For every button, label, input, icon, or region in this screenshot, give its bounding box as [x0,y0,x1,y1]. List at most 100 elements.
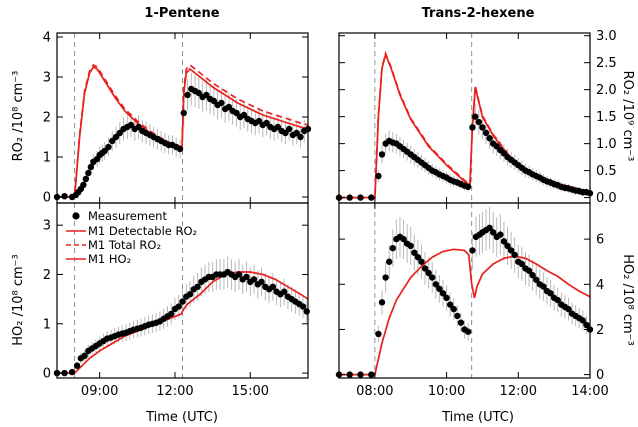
data-point-top-right-2 [357,194,364,201]
x-axis-title-bottom-right: Time (UTC) [441,410,514,425]
data-point-bottom-left-52 [258,278,265,286]
data-point-top-left-7 [82,175,90,183]
y-tick-label-top-left-0: 0 [43,191,51,206]
data-point-bottom-right-50 [540,283,547,290]
data-point-bottom-left-46 [235,271,243,278]
y-axis-title-bottom-left: HO₂ /10⁸ cm⁻³ [11,254,26,346]
data-point-top-right-35 [486,135,493,142]
x-tick-label-bottom-left-2: 15:00 [232,384,269,399]
data-point-bottom-left-55 [269,283,277,291]
data-point-top-left-65 [293,129,300,137]
data-point-bottom-right-23 [443,294,450,302]
data-point-top-right-3 [368,194,375,201]
y-axis-title-bottom-right: HO₂ /10⁸ cm⁻³ [620,254,635,346]
x-tick-label-bottom-right-1: 10:00 [428,384,465,399]
data-point-top-left-62 [282,129,289,137]
data-point-bottom-right-52 [547,290,554,297]
data-point-bottom-right-35 [486,224,493,232]
data-point-top-left-17 [112,133,120,141]
data-point-top-left-66 [297,133,304,141]
data-point-top-left-15 [105,143,112,151]
data-point-bottom-left-48 [243,273,250,281]
y-tick-label-top-right-0: 0.0 [596,191,617,206]
panel-title-top-right: Trans-2-hexene [422,6,535,21]
data-point-top-left-36 [184,91,191,99]
y-tick-label-top-left-3: 3 [43,71,51,86]
data-point-top-left-43 [210,97,218,105]
x-tick-label-bottom-left-1: 12:00 [156,384,193,399]
data-point-bottom-right-26 [454,312,461,320]
data-point-bottom-right-15 [414,253,422,261]
data-point-bottom-right-11 [400,235,407,243]
data-point-bottom-right-14 [411,249,418,256]
data-point-top-left-34 [176,145,184,153]
data-point-bottom-left-58 [280,288,288,295]
data-point-top-left-47 [225,103,233,111]
y-tick-label-bottom-left-2: 2 [43,268,51,283]
data-point-top-left-16 [109,137,116,145]
data-point-bottom-right-17 [421,265,429,272]
plot-bottom-right [335,203,594,378]
data-point-bottom-right-62 [583,321,590,329]
data-point-bottom-right-22 [439,290,447,297]
data-point-top-right-29 [464,183,472,191]
y-tick-label-bottom-right-3: 6 [596,233,604,248]
data-point-bottom-right-8 [389,244,396,252]
data-point-bottom-right-2 [357,371,364,378]
data-point-bottom-right-18 [425,269,432,277]
data-point-bottom-right-7 [386,258,393,265]
data-point-top-left-55 [255,117,263,125]
data-point-bottom-right-13 [407,242,414,250]
data-point-bottom-left-28 [168,310,175,318]
y-tick-label-bottom-left-0: 0 [43,367,51,382]
legend-label-measurement: Measurement [88,209,167,223]
data-point-bottom-left-50 [250,276,258,283]
data-point-bottom-left-30 [175,303,182,310]
data-point-bottom-right-54 [554,296,561,304]
legend-label-ho2: M1 HO₂ [88,252,131,266]
data-point-bottom-right-40 [504,242,511,250]
data-point-bottom-right-41 [507,247,515,254]
data-point-bottom-right-48 [533,276,540,283]
y-tick-label-bottom-right-0: 0 [596,368,604,383]
data-point-bottom-left-2 [68,368,76,376]
y-tick-label-bottom-left-3: 3 [43,219,51,234]
plot-bottom-left [53,203,310,378]
data-point-bottom-right-39 [500,238,508,245]
data-point-bottom-right-20 [432,281,440,288]
data-point-bottom-left-64 [303,308,310,315]
data-point-top-left-8 [85,169,92,177]
data-point-bottom-right-30 [469,247,476,254]
data-point-bottom-right-19 [429,274,436,281]
y-axis-title-top-left: RO₂ /10⁸ cm⁻³ [11,71,26,162]
legend: Measurement M1 Detectable RO₂ M1 Total R… [66,209,197,266]
plot-top-left [53,33,312,203]
data-point-top-left-51 [240,111,248,119]
y-tick-label-top-right-5: 2.5 [596,56,617,71]
legend-label-detectable: M1 Detectable RO₂ [88,224,197,238]
data-point-bottom-right-42 [511,251,518,259]
data-point-top-left-57 [263,119,270,127]
x-tick-label-bottom-right-2: 12:00 [500,384,537,399]
data-point-top-right-33 [479,124,486,131]
data-point-top-left-49 [233,109,240,117]
data-point-top-right-1 [346,194,353,201]
data-point-top-left-23 [135,123,142,131]
data-point-top-left-60 [274,123,282,131]
data-point-bottom-right-29 [464,328,472,335]
data-point-top-left-41 [203,91,210,99]
plot-frame-bottom-right [338,202,591,379]
data-point-bottom-right-4 [375,330,382,338]
data-point-top-right-34 [482,129,490,137]
data-point-top-left-18 [116,129,123,137]
data-point-bottom-right-36 [489,229,497,236]
data-point-bottom-left-31 [179,298,186,305]
data-point-bottom-right-16 [418,258,425,265]
y-tick-label-top-right-1: 0.5 [596,164,617,179]
data-point-top-left-6 [80,181,87,189]
data-point-bottom-right-38 [497,231,504,238]
data-point-bottom-left-63 [299,303,307,310]
data-point-bottom-right-47 [529,272,536,279]
series-line-bottom-right-1 [339,248,591,376]
data-point-top-left-39 [195,89,203,97]
